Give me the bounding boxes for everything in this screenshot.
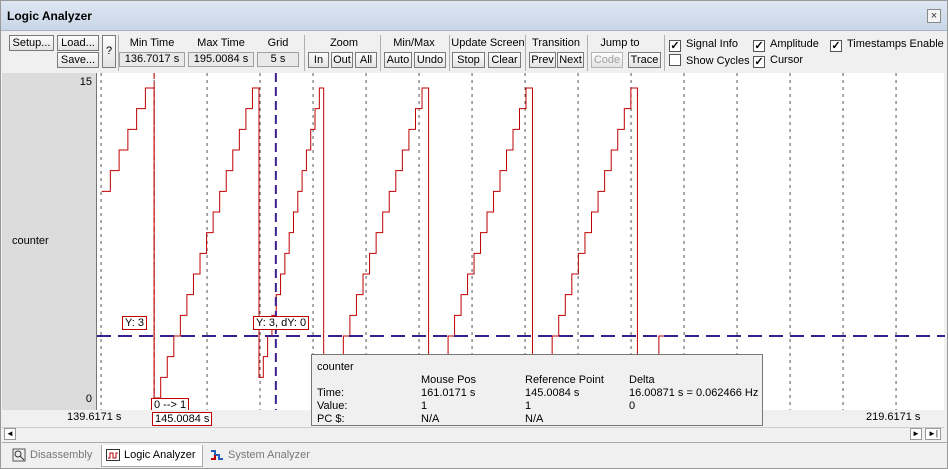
mouse-y-marker: Y: 3, dY: 0 <box>253 316 310 330</box>
undo-button[interactable]: Undo <box>414 52 446 68</box>
signal-panel: counter 15 0 <box>2 73 96 410</box>
info-header-delta: Delta <box>629 374 655 386</box>
load-button[interactable]: Load... <box>57 35 99 51</box>
help-button[interactable]: ? <box>102 35 116 68</box>
show-cycles-checkbox[interactable]: Show Cycles <box>669 54 750 67</box>
scroll-left-icon[interactable]: ◄ <box>4 428 16 440</box>
counter-waveform <box>101 87 667 399</box>
time-axis-left: 139.6171 s <box>67 411 122 423</box>
disassembly-icon <box>12 448 26 462</box>
tab-disassembly[interactable]: Disassembly <box>8 445 98 467</box>
info-pc-ref: N/A <box>525 413 544 425</box>
info-time-ref: 145.0084 s <box>525 387 580 399</box>
zoom-label: Zoom <box>329 37 359 49</box>
minmax-label: Min/Max <box>393 37 435 49</box>
cursor-checkbox[interactable]: ✓ Cursor <box>753 54 804 68</box>
signal-info-popup: counter Mouse Pos Reference Point Delta … <box>311 354 763 426</box>
info-signal-name: counter <box>317 361 354 373</box>
prev-button[interactable]: Prev <box>529 52 556 68</box>
info-header-mouse: Mouse Pos <box>421 374 477 386</box>
reference-y-marker: Y: 3 <box>122 316 147 330</box>
signal-min-label: 0 <box>85 393 92 405</box>
horizontal-scrollbar[interactable]: ◄ ► ►| <box>2 427 944 440</box>
min-time-value: 136.7017 s <box>119 52 185 67</box>
save-button[interactable]: Save... <box>57 52 99 68</box>
info-value-mouse: 1 <box>421 400 428 412</box>
transition-marker: 0 --> 1 <box>151 398 190 412</box>
info-pc-mouse: N/A <box>421 413 440 425</box>
close-icon[interactable]: × <box>927 9 941 23</box>
check-icon: ✓ <box>753 40 765 52</box>
signal-name[interactable]: counter <box>12 235 49 247</box>
zoom-all-button[interactable]: All <box>355 52 377 68</box>
signal-max-label: 15 <box>79 76 92 88</box>
jump-trace-button[interactable]: Trace <box>628 52 661 68</box>
tab-bar: Disassembly Logic Analyzer System Analyz… <box>2 442 947 468</box>
info-row-pc: PC $: <box>317 413 345 425</box>
system-analyzer-icon <box>211 450 223 460</box>
waveform-chart <box>97 73 945 410</box>
transition-label: Transition <box>532 37 580 49</box>
title-bar: Logic Analyzer × <box>1 1 947 31</box>
scroll-end-icon[interactable]: ►| <box>925 428 941 440</box>
waveform-plot[interactable]: Y: 3 Y: 3, dY: 0 0 --> 1 <box>96 73 945 412</box>
signal-info-checkbox[interactable]: ✓ Signal Info <box>669 38 738 52</box>
info-header-ref: Reference Point <box>525 374 604 386</box>
jump-to-label: Jump to <box>600 37 640 49</box>
cursor-time-marker: 145.0084 s <box>152 412 213 426</box>
info-value-delta: 0 <box>629 400 636 412</box>
info-row-time: Time: <box>317 387 345 399</box>
info-time-mouse: 161.0171 s <box>421 387 476 399</box>
min-time-label: Min Time <box>129 37 175 49</box>
window-title: Logic Analyzer <box>7 9 92 23</box>
info-time-delta: 16.00871 s = 0.062466 Hz <box>629 387 759 399</box>
next-button[interactable]: Next <box>557 52 584 68</box>
amplitude-checkbox[interactable]: ✓ Amplitude <box>753 38 819 52</box>
update-screen-label: Update Screen <box>451 37 525 49</box>
setup-button[interactable]: Setup... <box>9 35 54 51</box>
check-icon: ✓ <box>830 40 842 52</box>
stop-button[interactable]: Stop <box>452 52 485 68</box>
grid-value: 5 s <box>257 52 299 67</box>
zoom-in-button[interactable]: In <box>308 52 329 68</box>
jump-code-button[interactable]: Code <box>591 52 623 68</box>
max-time-value: 195.0084 s <box>188 52 254 67</box>
tab-system-analyzer[interactable]: System Analyzer <box>206 445 318 467</box>
logic-analyzer-icon <box>106 449 120 461</box>
info-row-value: Value: <box>317 400 348 412</box>
timestamps-checkbox[interactable]: ✓ Timestamps Enable <box>830 38 944 52</box>
time-axis-right: 219.6171 s <box>866 411 921 423</box>
scroll-right-icon[interactable]: ► <box>910 428 922 440</box>
tab-logic-analyzer[interactable]: Logic Analyzer <box>101 445 203 467</box>
grid-label: Grid <box>267 37 289 49</box>
info-value-ref: 1 <box>525 400 532 412</box>
check-icon: ✓ <box>669 40 681 52</box>
clear-button[interactable]: Clear <box>488 52 521 68</box>
max-time-label: Max Time <box>197 37 245 49</box>
auto-button[interactable]: Auto <box>384 52 412 68</box>
zoom-out-button[interactable]: Out <box>331 52 353 68</box>
check-icon: ✓ <box>753 56 765 68</box>
